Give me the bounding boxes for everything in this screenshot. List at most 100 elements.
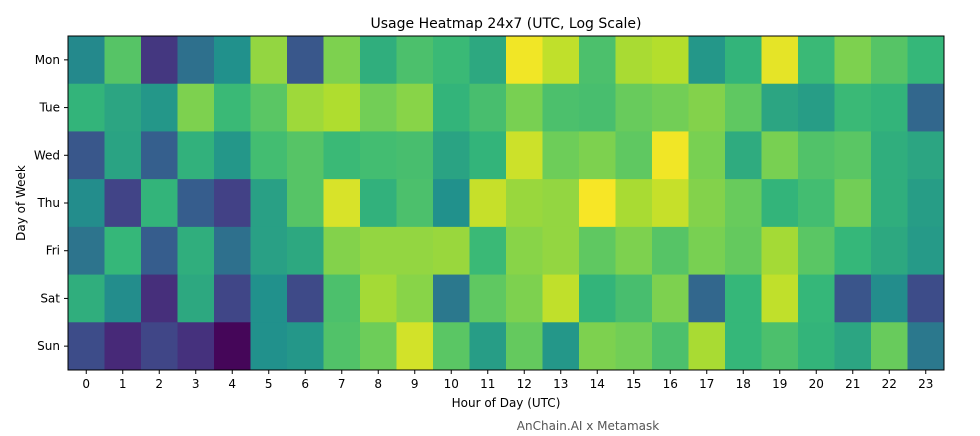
heatmap-cell: [68, 274, 105, 323]
heatmap-cell: [615, 226, 653, 276]
y-tick-label: Mon: [35, 53, 60, 67]
x-tick-label: 0: [82, 377, 90, 391]
heatmap-cell: [177, 131, 215, 180]
heatmap-cell: [579, 131, 616, 180]
x-tick-label: 23: [918, 377, 933, 391]
heatmap-cell: [761, 179, 799, 228]
heatmap-cell: [798, 322, 835, 371]
y-axis-label: Day of Week: [14, 165, 28, 241]
heatmap-cell: [798, 83, 835, 132]
heatmap-cell: [615, 131, 653, 180]
heatmap-cell: [834, 274, 872, 323]
heatmap-cell: [834, 179, 872, 228]
heatmap-cell: [725, 131, 762, 180]
heatmap-cell: [396, 36, 434, 85]
heatmap-cell: [104, 131, 142, 180]
heatmap-cell: [469, 226, 507, 276]
heatmap-cell: [761, 83, 799, 132]
heatmap-cell: [141, 226, 178, 276]
heatmap-cell: [177, 274, 215, 323]
x-tick-label: 22: [882, 377, 897, 391]
heatmap-cell: [652, 274, 689, 323]
heatmap-cell: [360, 131, 397, 180]
heatmap-cell: [177, 226, 215, 276]
heatmap-cell: [542, 226, 580, 276]
heatmap-cell: [433, 226, 470, 276]
x-axis-ticks: 0 1 2 3 4 5 6 7 8 9 10 11 12 13 14 15 16 17 18 19 20 21 22 23: [82, 370, 933, 391]
heatmap-cell: [68, 131, 105, 180]
heatmap-cell: [688, 322, 726, 371]
x-tick-label: 15: [626, 377, 641, 391]
heatmap-cell: [871, 226, 908, 276]
heatmap-cell: [798, 131, 835, 180]
heatmap-cell: [104, 274, 142, 323]
heatmap-cell: [250, 131, 288, 180]
heatmap-cell: [834, 322, 872, 371]
heatmap-cell: [141, 179, 178, 228]
heatmap-cell: [506, 179, 543, 228]
heatmap-cell: [433, 179, 470, 228]
heatmap-cell: [68, 83, 105, 132]
heatmap-cell: [104, 83, 142, 132]
heatmap-cell: [615, 274, 653, 323]
heatmap-cell: [652, 226, 689, 276]
heatmap-cell: [542, 83, 580, 132]
heatmap-cell: [141, 131, 178, 180]
heatmap-cell: [104, 226, 142, 276]
heatmap-cell: [360, 179, 397, 228]
heatmap-cell: [615, 179, 653, 228]
heatmap-cell: [141, 83, 178, 132]
x-tick-label: 14: [590, 377, 605, 391]
heatmap-cell: [871, 83, 908, 132]
heatmap-cell: [214, 36, 251, 85]
heatmap-cell: [433, 83, 470, 132]
heatmap-cell: [688, 83, 726, 132]
heatmap-cell: [68, 322, 105, 371]
heatmap-cell: [506, 274, 543, 323]
x-tick-label: 20: [809, 377, 824, 391]
x-tick-label: 7: [338, 377, 346, 391]
heatmap-cell: [907, 83, 945, 132]
heatmap-cell: [469, 274, 507, 323]
y-tick-label: Fri: [46, 244, 60, 258]
heatmap-cell: [542, 36, 580, 85]
heatmap-cell: [579, 83, 616, 132]
y-tick-label: Tue: [39, 101, 61, 115]
heatmap-cell: [360, 274, 397, 323]
heatmap-cell: [871, 322, 908, 371]
heatmap-cell: [761, 274, 799, 323]
heatmap-cell: [871, 36, 908, 85]
x-tick-label: 19: [772, 377, 787, 391]
heatmap-cell: [907, 322, 945, 371]
heatmap-cell: [688, 274, 726, 323]
heatmap-cell: [579, 36, 616, 85]
x-tick-label: 16: [663, 377, 678, 391]
x-tick-label: 9: [411, 377, 419, 391]
heatmap-cell: [652, 179, 689, 228]
heatmap-cell: [725, 179, 762, 228]
heatmap-cell: [615, 83, 653, 132]
heatmap-cell: [907, 226, 945, 276]
heatmap-cell: [506, 36, 543, 85]
heatmap-cell: [323, 179, 361, 228]
x-tick-label: 17: [699, 377, 714, 391]
heatmap-cell: [360, 36, 397, 85]
heatmap-cell: [834, 36, 872, 85]
y-axis-ticks: Mon Tue Wed Thu Fri Sat Sun: [34, 53, 68, 353]
heatmap-cell: [652, 131, 689, 180]
heatmap-cell: [360, 226, 397, 276]
x-tick-label: 6: [301, 377, 309, 391]
heatmap-cell: [688, 36, 726, 85]
heatmap-cell: [287, 131, 324, 180]
heatmap-cell: [688, 131, 726, 180]
heatmap-cell: [907, 131, 945, 180]
heatmap-cell: [323, 322, 361, 371]
heatmap-cell: [652, 36, 689, 85]
heatmap-cell: [871, 274, 908, 323]
heatmap-cell: [68, 179, 105, 228]
heatmap-cell: [177, 322, 215, 371]
heatmap-cell: [615, 36, 653, 85]
heatmap-cell: [433, 274, 470, 323]
heatmap-cell: [798, 226, 835, 276]
chart-title: Usage Heatmap 24x7 (UTC, Log Scale): [371, 16, 642, 32]
